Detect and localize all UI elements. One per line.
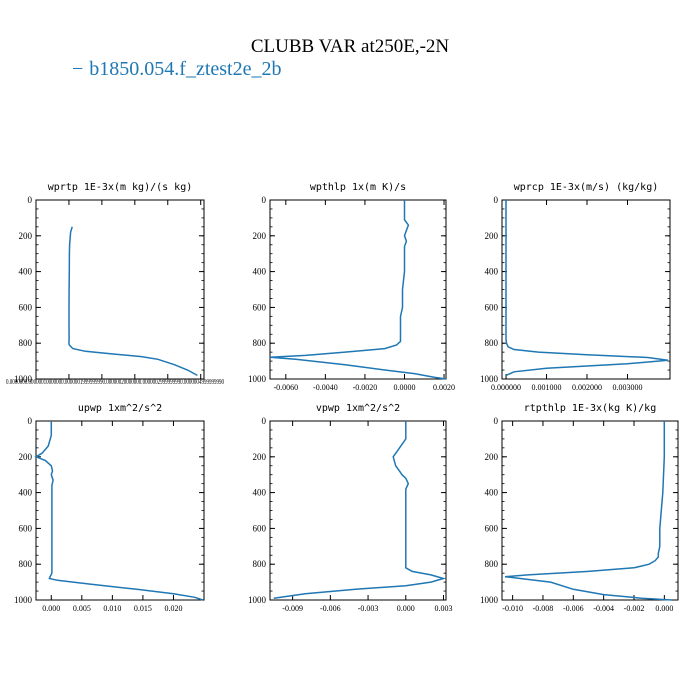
x-tick-label: -0.006 <box>320 604 341 613</box>
y-tick-label: 200 <box>485 452 499 462</box>
y-tick-label: 0 <box>262 416 267 426</box>
x-tick-label: 0.001000 <box>532 383 562 392</box>
y-tick-label: 1000 <box>480 374 499 384</box>
chart-title: rtpthlp 1E-3x(kg K)/kg <box>524 403 656 414</box>
y-tick-label: 400 <box>19 267 33 277</box>
x-tick-label: 0.020 <box>164 604 182 613</box>
plot-frame <box>501 420 679 601</box>
y-tick-label: 600 <box>253 523 267 533</box>
y-tick-label: 200 <box>253 231 267 241</box>
y-tick-label: 600 <box>485 302 499 312</box>
y-tick-label: 400 <box>485 267 499 277</box>
plot-frame <box>501 199 671 380</box>
legend-line-marker: − <box>72 58 84 80</box>
y-tick-label: 1000 <box>480 595 499 605</box>
y-tick-label: 200 <box>485 231 499 241</box>
y-tick-label: 600 <box>19 523 33 533</box>
y-tick-label: 800 <box>19 338 33 348</box>
page-title: CLUBB VAR at250E,-2N <box>250 36 450 57</box>
x-tick-label: -0.004 <box>593 604 614 613</box>
plot-frame <box>35 199 205 380</box>
x-tick-label: -0.010 <box>502 604 523 613</box>
chart-title: wprcp 1E-3x(m/s) (kg/kg) <box>514 182 659 193</box>
y-tick-label: 0 <box>28 195 33 205</box>
y-tick-label: 0 <box>494 195 499 205</box>
chart-title: wprtp 1E-3x(m kg)/(s kg) <box>48 182 193 193</box>
y-tick-label: 800 <box>485 559 499 569</box>
y-tick-label: 400 <box>19 488 33 498</box>
y-tick-label: 0 <box>28 416 33 426</box>
series-line <box>273 421 447 599</box>
x-tick-label: 0.0000 <box>393 383 415 392</box>
y-tick-label: 1000 <box>14 374 33 384</box>
y-tick-label: 800 <box>19 559 33 569</box>
x-tick-label: -0.002 <box>624 604 645 613</box>
y-tick-label: 1000 <box>248 595 267 605</box>
x-tick-label: -0.0060 <box>273 383 298 392</box>
x-tick-label: 0.000 <box>655 604 673 613</box>
x-tick-label: 0.015 <box>134 604 152 613</box>
y-tick-label: 400 <box>253 488 267 498</box>
plot-frame <box>269 199 447 380</box>
x-tick-label: -0.0020 <box>353 383 378 392</box>
y-tick-label: 200 <box>19 231 33 241</box>
y-tick-label: 600 <box>19 302 33 312</box>
legend-series-label: b1850.054.f_ztest2e_2b <box>89 58 282 80</box>
series-line <box>504 421 672 601</box>
x-tick-label: 0.010 <box>103 604 121 613</box>
series-line <box>269 200 447 380</box>
y-tick-label: 400 <box>253 267 267 277</box>
series-line <box>34 421 204 601</box>
y-tick-label: 1000 <box>14 595 33 605</box>
x-tick-label: -0.003 <box>358 604 379 613</box>
series-line <box>68 226 198 377</box>
x-tick-label: 0.0020 <box>433 383 455 392</box>
y-tick-label: 800 <box>253 338 267 348</box>
chart-title: upwp 1xm^2/s^2 <box>78 403 162 414</box>
chart-title: wpthlp 1x(m K)/s <box>310 182 406 193</box>
x-tick-label: 0.003000 <box>612 383 642 392</box>
x-tick-label: 0.000 <box>397 604 415 613</box>
x-tick-label: 0.002000 <box>572 383 602 392</box>
y-tick-label: 800 <box>253 559 267 569</box>
x-tick-label: 0.000000 <box>491 383 521 392</box>
y-tick-label: 200 <box>19 452 33 462</box>
y-tick-label: 0 <box>494 416 499 426</box>
y-tick-label: 200 <box>253 452 267 462</box>
series-line <box>505 200 669 377</box>
x-tick-label: 0.000 <box>42 604 60 613</box>
x-tick-label: 0.005 <box>73 604 91 613</box>
y-tick-label: 400 <box>485 488 499 498</box>
y-tick-label: 600 <box>253 302 267 312</box>
x-tick-label: -0.008 <box>533 604 554 613</box>
y-tick-label: 800 <box>485 338 499 348</box>
y-tick-label: 0 <box>262 195 267 205</box>
x-tick-label: 0.003 <box>434 604 452 613</box>
x-tick-label: -0.009 <box>282 604 303 613</box>
y-tick-label: 600 <box>485 523 499 533</box>
legend: − b1850.054.f_ztest2e_2b <box>72 58 281 81</box>
x-tick-label: -0.0040 <box>313 383 338 392</box>
plot-frame <box>35 420 205 601</box>
y-tick-label: 1000 <box>248 374 267 384</box>
chart-title: vpwp 1xm^2/s^2 <box>316 403 400 414</box>
x-tick-label-overlap: 0.0000000.00000010000000.000000199999999… <box>6 378 224 386</box>
x-tick-label: -0.006 <box>563 604 584 613</box>
